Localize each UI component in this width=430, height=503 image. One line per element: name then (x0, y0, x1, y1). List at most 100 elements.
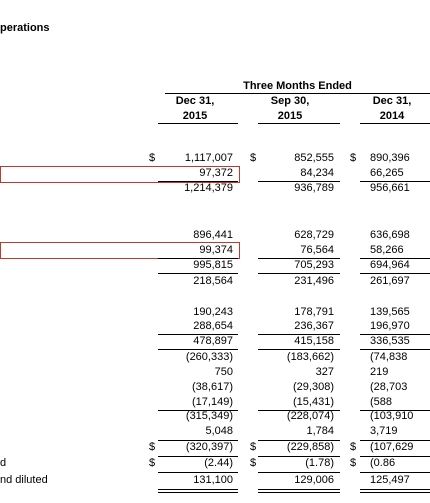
cell-value: (29,308) (293, 381, 334, 393)
rule (158, 334, 238, 335)
cell-value: 66,265 (370, 167, 404, 179)
cell-value: 125,497 (370, 474, 410, 486)
cell-value: (17,149) (192, 396, 233, 408)
cell-value: 129,006 (294, 474, 334, 486)
cell-value: 415,158 (294, 335, 334, 347)
cell-value: (228,074) (286, 410, 334, 422)
cell-value: 97,372 (199, 167, 233, 179)
cell-value: (74,838 (370, 351, 408, 363)
cell-value: (320,397) (185, 441, 233, 453)
column-header: 2014 (379, 110, 405, 122)
column-header: Dec 31, (372, 95, 412, 107)
column-header: 2015 (277, 110, 303, 122)
cell-value: 750 (214, 366, 233, 378)
cell-value: 178,791 (294, 306, 334, 318)
cell-value: 936,789 (294, 182, 334, 194)
cell-value: 705,293 (294, 259, 334, 271)
period-header: Three Months Ended (243, 80, 352, 92)
row-label: nd diluted (0, 474, 48, 486)
rule (258, 181, 340, 182)
cell-value: 628,729 (294, 229, 334, 241)
rule (158, 349, 238, 350)
rule (158, 489, 238, 490)
cell-value: 636,698 (370, 229, 410, 241)
cell-value: 327 (315, 366, 334, 378)
rule (158, 258, 238, 259)
rule (158, 273, 238, 274)
rule (158, 472, 238, 473)
cell-value: 190,243 (193, 306, 233, 318)
cell-value: (315,349) (185, 410, 233, 422)
rule (360, 410, 430, 411)
dollar-sign: $ (250, 457, 257, 469)
column-header: Sep 30, (270, 95, 310, 107)
dollar-sign: $ (149, 441, 156, 453)
rule (258, 258, 340, 259)
cell-value: 1,214,379 (184, 182, 233, 194)
dollar-sign: $ (149, 152, 156, 164)
cell-value: 995,815 (193, 259, 233, 271)
rule (258, 273, 340, 274)
cell-value: 218,564 (193, 275, 233, 287)
rule (258, 489, 340, 490)
dollar-sign: $ (250, 441, 257, 453)
dollar-sign: $ (350, 441, 357, 453)
cell-value: (107,629 (370, 441, 414, 453)
rule (258, 349, 340, 350)
cell-value: 3,719 (370, 425, 398, 437)
rule (158, 123, 238, 124)
rule (360, 123, 430, 124)
dollar-sign: $ (250, 152, 257, 164)
rule (258, 440, 340, 441)
rule (360, 456, 430, 457)
cell-value: 5,048 (205, 425, 233, 437)
row-label: d (0, 457, 7, 469)
rule (258, 123, 340, 124)
rule (158, 440, 238, 441)
dollar-sign: $ (350, 457, 357, 469)
cell-value: 478,897 (193, 335, 233, 347)
rule (258, 334, 340, 335)
cell-value: (183,662) (286, 351, 334, 363)
cell-value: 1,117,007 (184, 152, 233, 164)
cell-value: (260,333) (185, 351, 233, 363)
rule (158, 410, 238, 411)
cell-value: (1.78) (305, 457, 334, 469)
cell-value: 139,565 (370, 306, 410, 318)
rule (360, 440, 430, 441)
dollar-sign: $ (149, 457, 156, 469)
cell-value: 890,396 (370, 152, 410, 164)
rule (158, 456, 238, 457)
cell-value: 956,661 (370, 182, 410, 194)
rule (258, 456, 340, 457)
cell-value: 694,964 (370, 259, 410, 271)
cell-value: 336,535 (370, 335, 410, 347)
cell-value: (229,858) (286, 441, 334, 453)
rule (360, 472, 430, 473)
cell-value: 58,266 (370, 244, 404, 256)
cell-value: 131,100 (193, 474, 233, 486)
cell-value: 261,697 (370, 275, 410, 287)
column-header: 2015 (182, 110, 208, 122)
rule (158, 492, 238, 493)
cell-value: 84,234 (300, 167, 334, 179)
highlight-box (0, 166, 240, 183)
rule (360, 489, 430, 490)
cell-value: (2.44) (204, 457, 233, 469)
rule (158, 181, 238, 182)
rule (360, 181, 430, 182)
cell-value: 99,374 (199, 244, 233, 256)
column-header: Dec 31, (175, 95, 215, 107)
dollar-sign: $ (350, 152, 357, 164)
cell-value: (28,703 (370, 381, 408, 393)
cell-value: (103,910 (370, 410, 414, 422)
cell-value: 896,441 (193, 229, 233, 241)
cell-value: (0.86 (370, 457, 396, 469)
cell-value: 196,970 (370, 320, 410, 332)
cell-value: 1,784 (306, 425, 334, 437)
title: perations (0, 22, 50, 34)
cell-value: 288,654 (193, 320, 233, 332)
rule (258, 492, 340, 493)
rule (360, 349, 430, 350)
